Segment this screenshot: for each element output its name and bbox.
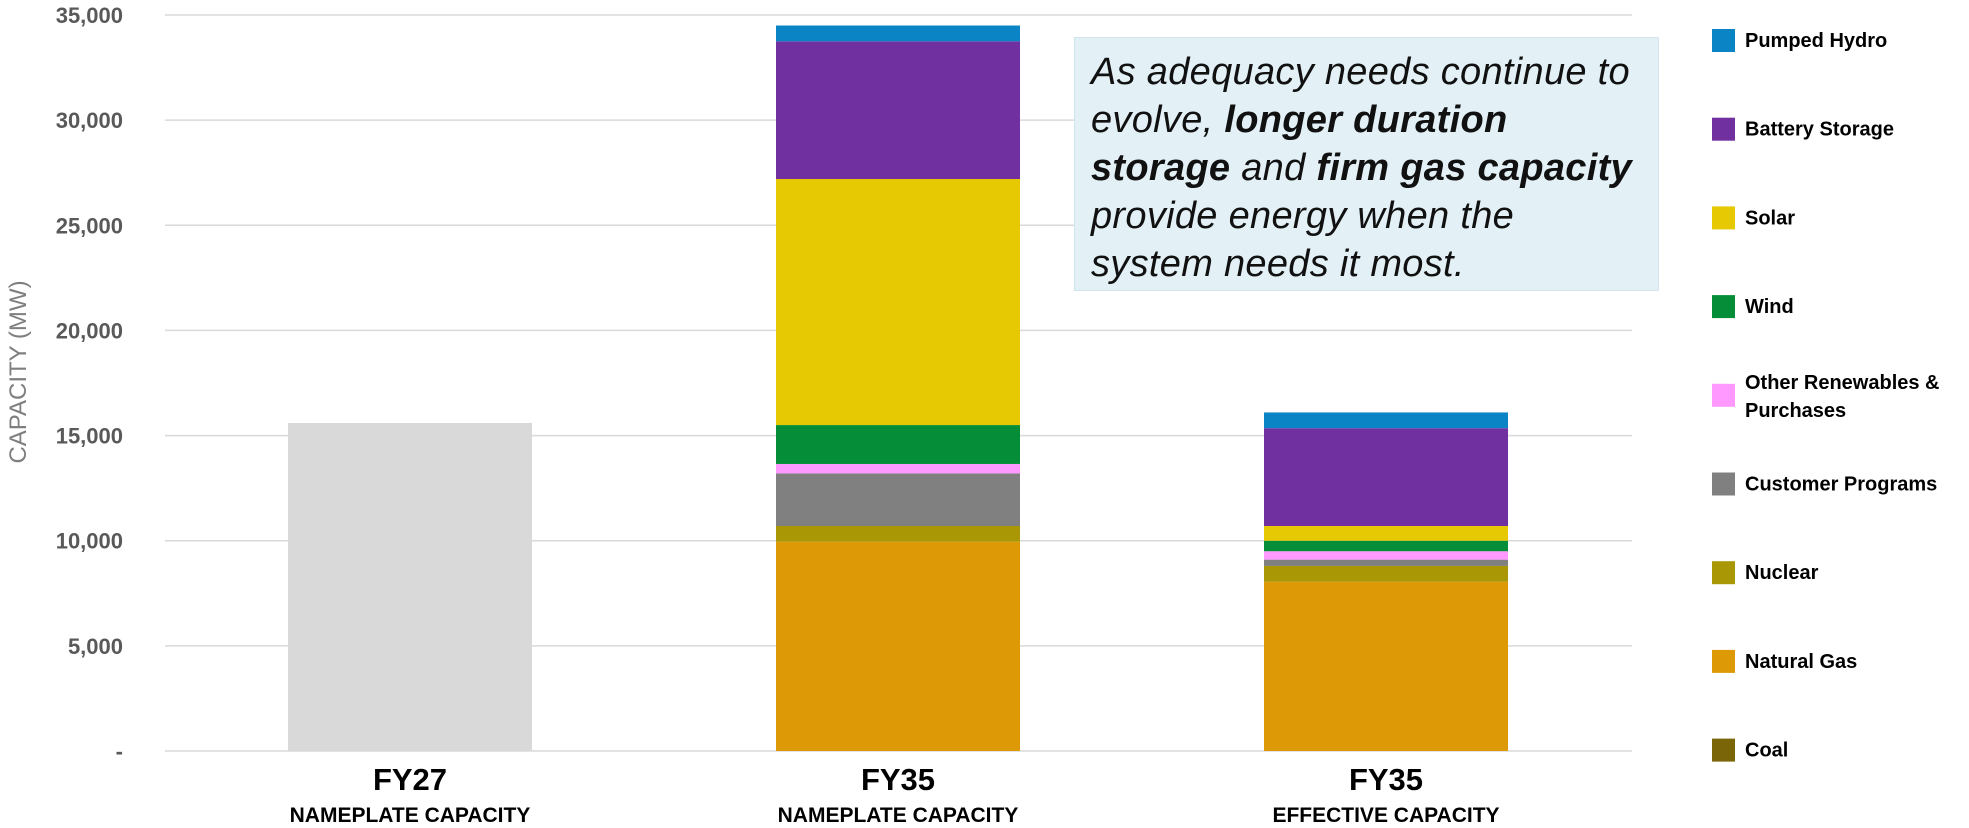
y-tick-label: 20,000 [56,318,123,343]
legend-item: Wind [1712,295,1794,319]
legend-label: Customer Programs [1745,474,1937,496]
annotation-callout: As adequacy needs continue to evolve, lo… [1074,37,1659,291]
x-axis-labels: FY27 NAMEPLATE CAPACITY FY35 NAMEPLATE CAPA… [290,762,1500,827]
y-axis-ticks: - 5,000 10,000 15,000 20,000 25,000 30,000 35,0… [56,3,123,764]
x-category-label: FY27 [373,762,447,797]
callout-text: provide energy when the system needs it … [1091,195,1515,285]
y-tick-label: 35,000 [56,3,123,28]
legend-item: Battery Storage [1712,117,1894,141]
legend-item: Solar [1712,206,1795,230]
legend-item: Nuclear [1712,561,1819,585]
bar-segment-natural-gas [776,541,1020,751]
legend-swatch [1712,295,1735,319]
legend-label: Nuclear [1745,562,1819,584]
legend-swatch [1712,29,1735,52]
legend-swatch [1712,117,1735,141]
bar-segment-nuclear [1264,565,1508,582]
legend-label: Coal [1745,740,1788,762]
callout-text: and [1230,147,1317,189]
x-category-sublabel: NAMEPLATE CAPACITY [290,804,531,827]
x-category-sublabel: EFFECTIVE CAPACITY [1272,804,1499,827]
y-tick-label: 15,000 [56,424,123,449]
legend-swatch [1712,561,1735,585]
legend-swatch [1712,738,1735,762]
legend: Pumped Hydro Battery Storage Solar Wind Othe… [1712,29,1940,762]
callout-emphasis: firm gas capacity [1316,147,1632,189]
legend-label: Natural Gas [1745,651,1857,673]
callout-text: As adequacy needs continue to evolve, [1091,51,1630,141]
legend-label: Battery Storage [1745,119,1894,141]
bar-segment-natural-gas [1264,581,1508,751]
callout-emphasis: longer duration storage [1091,99,1508,189]
bar-segment-battery-storage [776,41,1020,180]
legend-item: Customer Programs [1712,472,1937,496]
legend-swatch [1712,649,1735,673]
legend-label: Solar [1745,207,1795,229]
legend-swatch [1712,472,1735,496]
legend-label: Wind [1745,296,1794,318]
bar-segment-solar [1264,525,1508,541]
legend-label: Pumped Hydro [1745,30,1887,52]
legend-item: Other Renewables & Purchases [1712,372,1940,422]
bar-segment-battery-storage [1264,428,1508,526]
legend-item: Pumped Hydro [1712,29,1887,52]
bar-segment-other-renewables-purchases [1264,551,1508,560]
bars [288,25,1508,751]
x-category-label: FY35 [861,762,935,797]
bar-segment-pumped-hydro [776,25,1020,42]
y-tick-label: 5,000 [68,634,123,659]
bar-segment-pumped-hydro [1264,412,1508,429]
y-tick-label: 25,000 [56,213,123,238]
legend-item: Coal [1712,738,1788,762]
bar-segment-nuclear [776,525,1020,542]
bar-segment-other-renewables-purchases [776,463,1020,474]
bar-fy27-total [288,422,532,751]
bar-segment-solar [776,179,1020,426]
bar-segment-customer-programs [776,473,1020,526]
y-tick-label: 10,000 [56,529,123,554]
y-axis-label: CAPACITY (MW) [5,280,32,463]
y-tick-label: 30,000 [56,108,123,133]
legend-swatch [1712,383,1735,407]
legend-label: Other Renewables & Purchases [1745,372,1940,422]
legend-item: Natural Gas [1712,649,1857,673]
x-category-label: FY35 [1349,762,1423,797]
legend-swatch [1712,206,1735,230]
bar-segment-customer-programs [1264,559,1508,566]
bar-segment-wind [1264,540,1508,552]
x-category-sublabel: NAMEPLATE CAPACITY [778,804,1019,827]
y-tick-label: - [116,739,123,764]
bar-segment-wind [776,425,1020,464]
